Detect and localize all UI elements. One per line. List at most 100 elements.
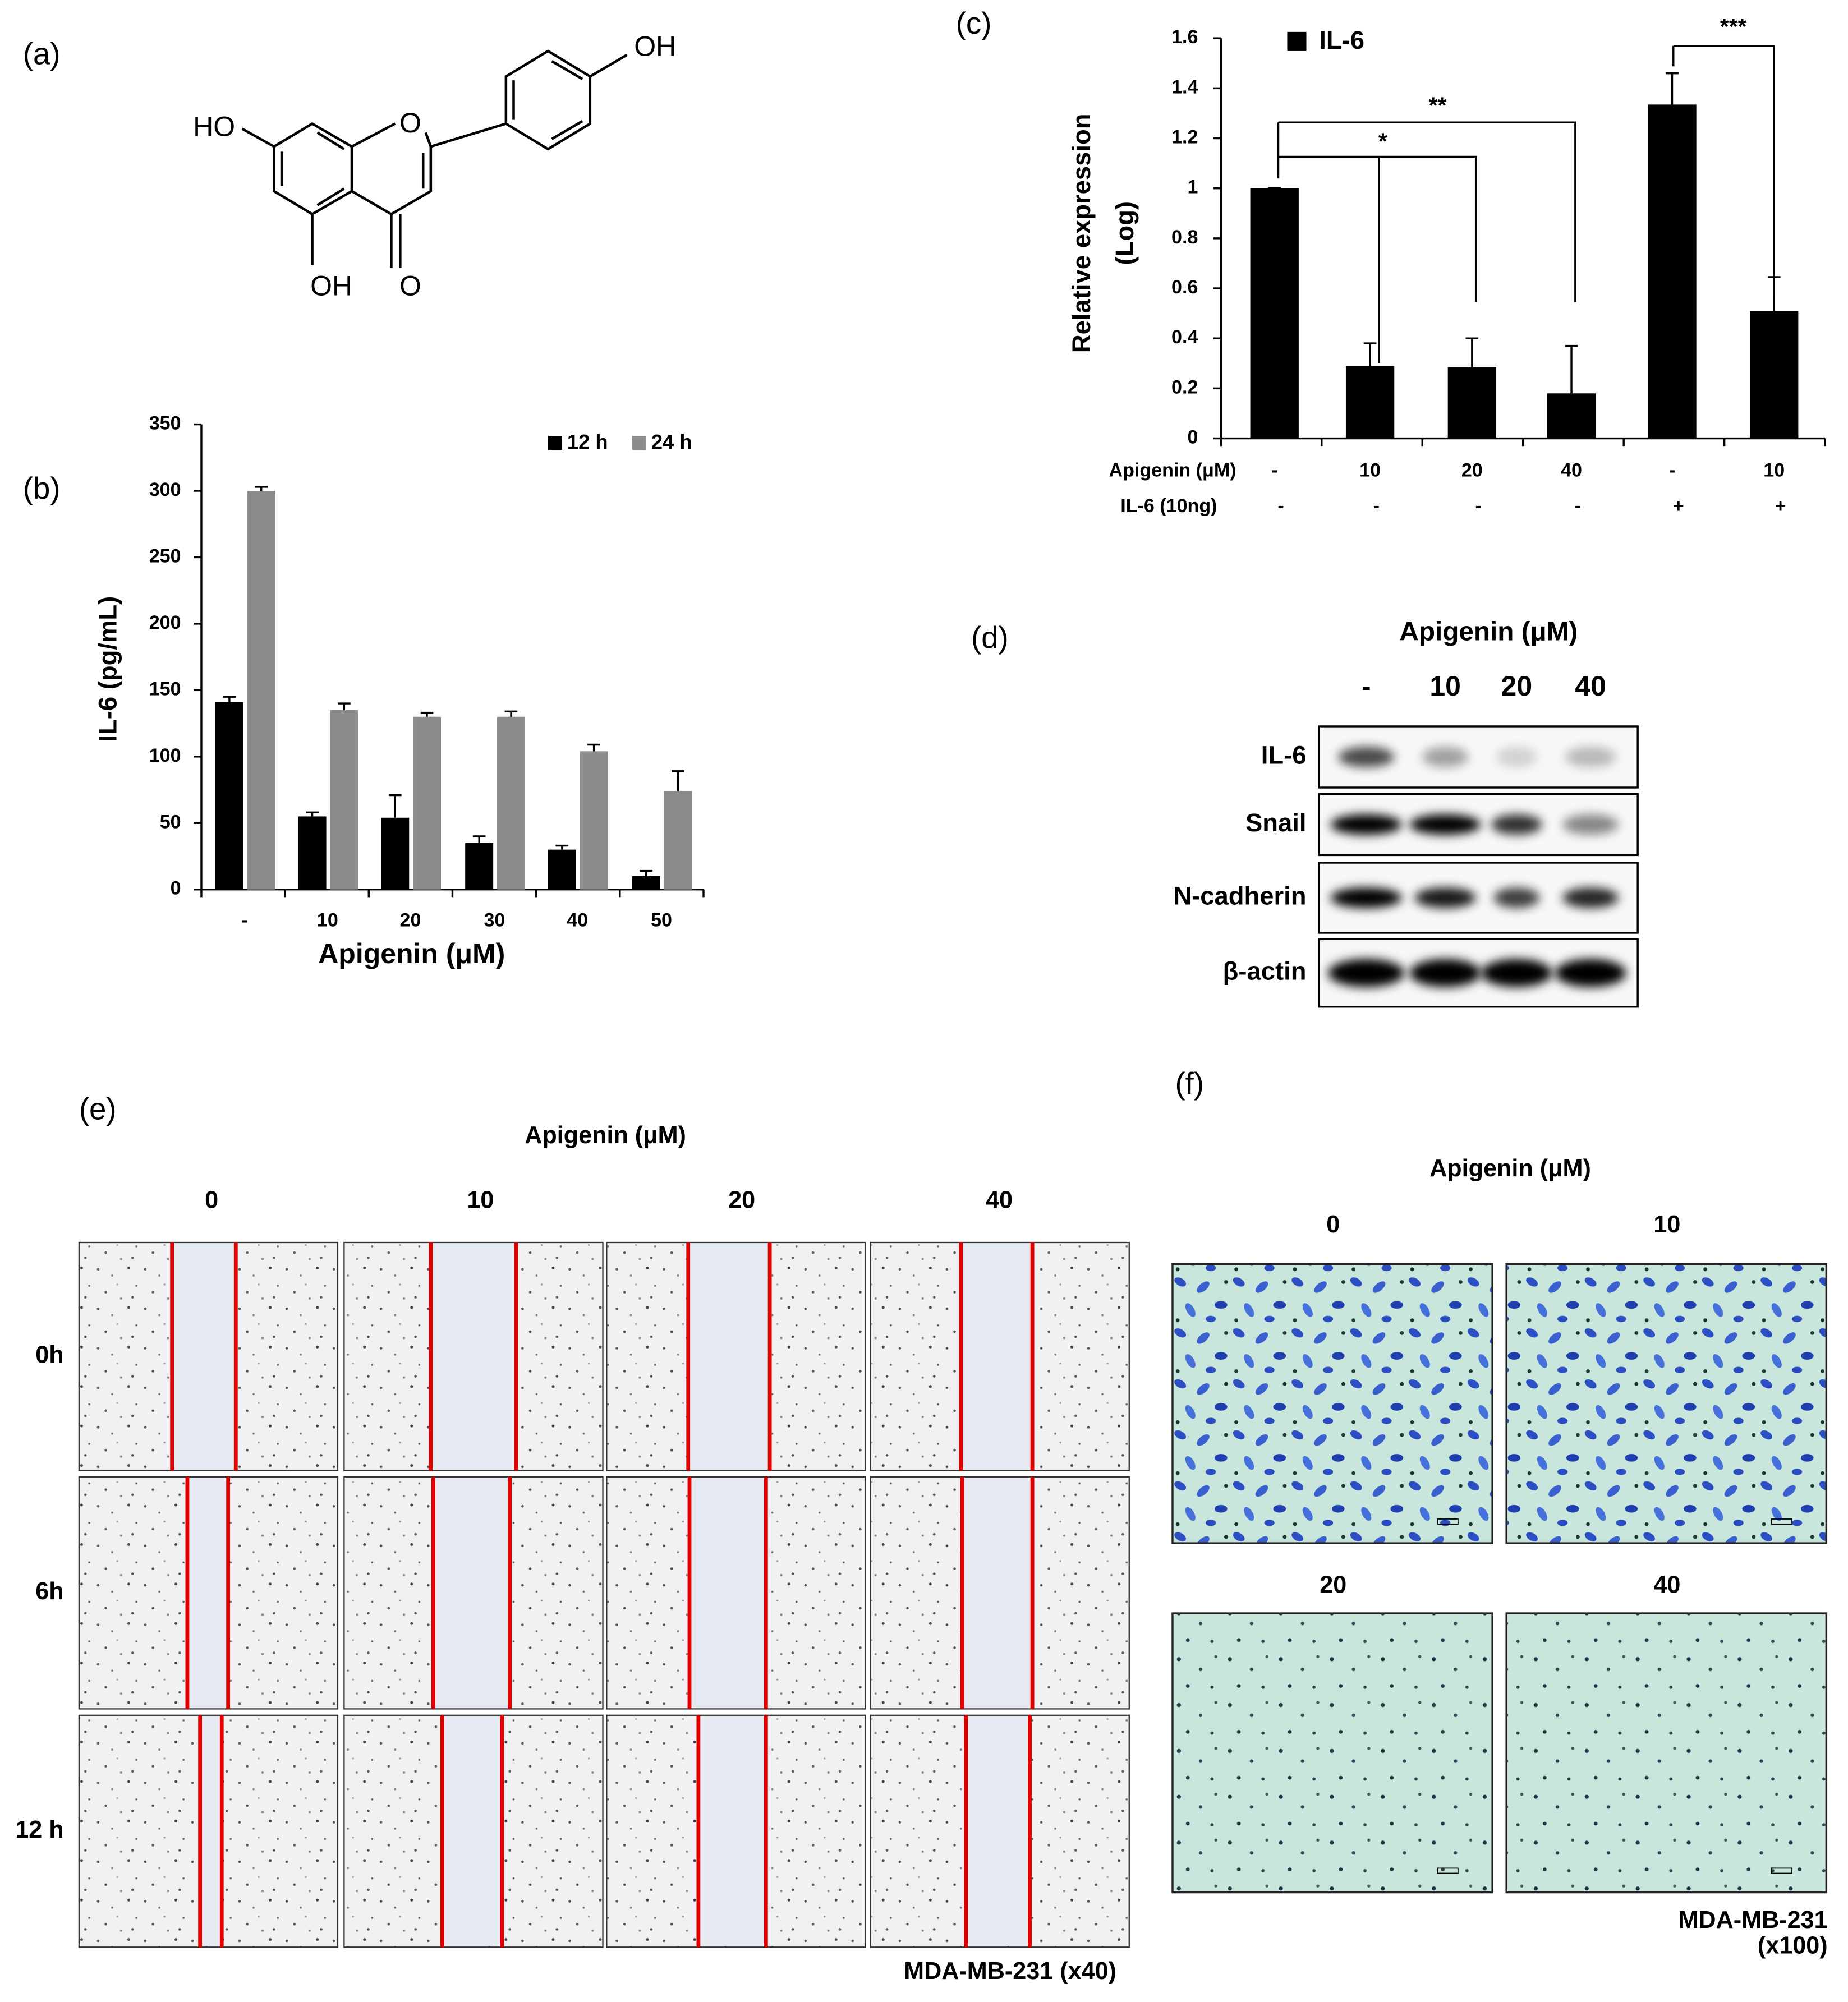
column-label: 0	[205, 1187, 218, 1214]
wound-gap	[960, 1244, 1033, 1470]
blot-band	[1330, 887, 1402, 908]
blot-band	[1491, 814, 1542, 835]
bar	[215, 702, 243, 890]
lane-label: 40	[1575, 670, 1606, 702]
bar	[330, 710, 358, 890]
error-bar	[555, 844, 569, 850]
micrograph	[1505, 1263, 1828, 1544]
error-bar	[504, 710, 518, 717]
bar	[580, 751, 608, 890]
wound-gap	[430, 1244, 517, 1470]
error-bar	[338, 702, 351, 710]
wound-gap	[966, 1716, 1030, 1946]
lane-label: -	[1362, 670, 1371, 702]
y-axis-label: (Log)	[1110, 201, 1139, 265]
blot-band	[1493, 887, 1540, 908]
blot-band	[1422, 747, 1469, 767]
panel-label: (a)	[23, 36, 61, 71]
blot-band	[1414, 887, 1476, 908]
bar	[664, 791, 692, 890]
y-tick-label: 1.4	[1171, 76, 1198, 98]
micrograph	[1171, 1263, 1493, 1544]
legend-label: 24 h	[651, 430, 692, 453]
y-axis-label: Relative expression	[1067, 113, 1096, 353]
chemical-structure	[241, 49, 628, 268]
y-tick-label: 350	[149, 413, 181, 434]
blot-row-label: Snail	[1245, 808, 1307, 837]
blot-row-label: IL-6	[1261, 740, 1307, 769]
x-tick-label: 30	[484, 910, 505, 931]
y-tick-label: 0	[1187, 427, 1198, 448]
x-row-label: Apigenin (μM)	[1109, 460, 1236, 481]
atom-label: OH	[634, 31, 676, 62]
y-tick-label: 0.6	[1171, 277, 1198, 298]
bar	[1750, 311, 1799, 439]
blot-band	[1409, 814, 1481, 835]
significance-bracket	[1277, 121, 1576, 302]
bar	[465, 843, 494, 890]
panel-label: 0	[1326, 1211, 1340, 1238]
wound-gap	[187, 1478, 228, 1708]
column-label: 20	[728, 1187, 755, 1214]
atom-label: OH	[310, 270, 352, 302]
panel-label: 20	[1320, 1572, 1346, 1599]
y-tick-label: 150	[149, 678, 181, 699]
error-bar	[388, 794, 402, 818]
section-title: Apigenin (μM)	[525, 1122, 686, 1149]
scale-bar	[1771, 1867, 1792, 1874]
x-tick-label: 40	[567, 910, 588, 931]
wound-gap	[689, 1478, 766, 1708]
bar	[247, 490, 275, 890]
wound-gap	[433, 1478, 510, 1708]
bar	[1648, 104, 1697, 439]
error-bar	[1363, 342, 1377, 366]
bar	[413, 716, 442, 890]
legend-swatch	[632, 435, 646, 450]
lane-label: 20	[1501, 670, 1533, 702]
scale-bar	[1437, 1867, 1459, 1874]
panel-label: (b)	[23, 471, 61, 505]
y-tick-label: 50	[160, 811, 181, 832]
y-tick-label: 100	[149, 745, 181, 766]
bar	[298, 816, 327, 890]
x-tick-label: 10	[1763, 460, 1785, 481]
error-bar	[1465, 337, 1479, 367]
scale-bar	[1437, 1518, 1459, 1525]
wound-gap	[962, 1478, 1033, 1708]
y-tick-label: 0.4	[1171, 326, 1198, 348]
atom-label: O	[399, 107, 421, 139]
y-tick-label: 0.2	[1171, 376, 1198, 398]
panel-label: 40	[1653, 1572, 1680, 1599]
legend-swatch	[548, 435, 562, 450]
significance-bracket	[1278, 155, 1477, 363]
y-axis-label: IL-6 (pg/mL)	[93, 596, 122, 742]
x-tick-label: 40	[1561, 460, 1582, 481]
x-tick-label: 50	[651, 910, 672, 931]
legend-label: IL-6	[1319, 26, 1364, 54]
y-tick-label: 0.8	[1171, 227, 1198, 248]
row-label: 0h	[35, 1342, 63, 1369]
column-label: 40	[986, 1187, 1013, 1214]
caption: (x100)	[1758, 1932, 1828, 1959]
blot-band	[1565, 747, 1616, 767]
y-tick-label: 0	[171, 878, 181, 899]
bar	[548, 849, 576, 890]
blot-band	[1562, 887, 1619, 908]
x-tick-label: 10	[317, 910, 338, 931]
bar	[1345, 366, 1395, 439]
error-bar	[672, 770, 684, 791]
error-bar	[255, 486, 268, 491]
wound-gap	[442, 1716, 503, 1946]
blot-row-label: N-cadherin	[1173, 881, 1306, 910]
lane-label: 10	[1429, 670, 1461, 702]
blot-band	[1555, 959, 1626, 987]
blot-row-label: β-actin	[1223, 957, 1307, 986]
x-tick-label: 20	[400, 910, 421, 931]
error-bar	[420, 711, 434, 717]
error-bar	[587, 743, 600, 752]
panel-label: (d)	[971, 620, 1009, 655]
significance-bracket	[1672, 45, 1775, 296]
panel-label: (e)	[79, 1092, 117, 1126]
bar	[1547, 393, 1596, 439]
